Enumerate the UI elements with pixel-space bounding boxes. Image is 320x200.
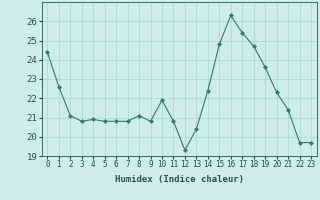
X-axis label: Humidex (Indice chaleur): Humidex (Indice chaleur) xyxy=(115,175,244,184)
